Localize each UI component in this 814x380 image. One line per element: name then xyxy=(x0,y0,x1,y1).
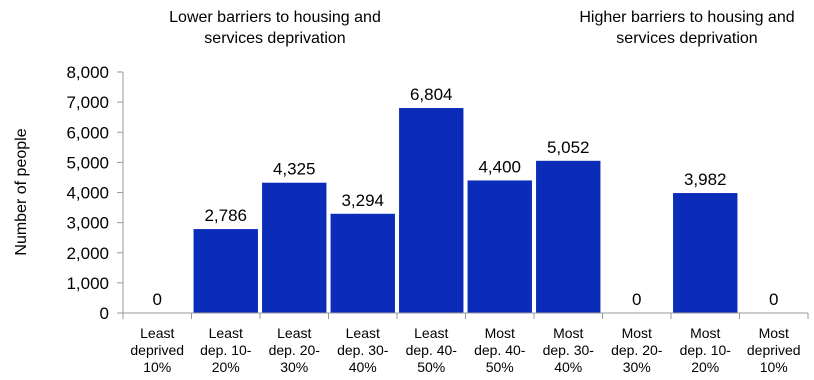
x-tick-label: Least dep. 20-30% xyxy=(269,325,321,375)
data-label: 4,325 xyxy=(273,160,316,179)
data-label: 3,982 xyxy=(684,170,727,189)
bar xyxy=(330,213,395,313)
annotation-group: Lower barriers to housing and services de… xyxy=(169,9,794,47)
bar-series xyxy=(193,108,738,313)
data-label: 0 xyxy=(153,290,162,309)
y-axis: 0 1,000 2,000 3,000 4,000 5,000 6,000 7,000 8,00… xyxy=(66,63,124,323)
bar xyxy=(467,180,532,313)
x-tick-label: Most deprived 10% xyxy=(747,325,801,375)
y-tick-label: 8,000 xyxy=(66,63,109,82)
x-tick-label: Least deprived 10% xyxy=(130,325,184,375)
y-tick-label: 7,000 xyxy=(66,93,109,112)
data-label: 4,400 xyxy=(478,157,521,176)
bar xyxy=(193,229,258,313)
x-axis: Least deprived 10% Least dep. 10-20% Least dep… xyxy=(122,312,809,375)
y-tick-label: 1,000 xyxy=(66,274,109,293)
y-axis-title: Number of people xyxy=(13,128,30,255)
y-tick-label: 6,000 xyxy=(66,123,109,142)
y-tick-label: 5,000 xyxy=(66,153,109,172)
y-tick-label: 4,000 xyxy=(66,184,109,203)
y-tick-label: 3,000 xyxy=(66,214,109,233)
data-label: 6,804 xyxy=(410,85,453,104)
data-label: 3,294 xyxy=(341,191,384,210)
data-label: 5,052 xyxy=(547,138,590,157)
left-annotation: Lower barriers to housing and services de… xyxy=(169,9,381,47)
bar xyxy=(262,182,327,313)
x-tick-label: Least dep. 40-50% xyxy=(406,325,458,375)
data-label: 0 xyxy=(632,290,641,309)
bar xyxy=(399,108,464,313)
data-label-group: 0 2,786 4,325 3,294 6,804 4,400 5,052 0 3,982 0 xyxy=(153,85,779,309)
x-tick-label: Most dep. 30-40% xyxy=(543,325,595,375)
y-tick-label: 0 xyxy=(100,304,109,323)
x-tick-label: Most dep. 40-50% xyxy=(474,325,526,375)
bar xyxy=(536,160,601,313)
x-tick-label: Most dep. 20-30% xyxy=(611,325,663,375)
x-tick-label: Least dep. 30-40% xyxy=(337,325,389,375)
right-annotation: Higher barriers to housing and services d… xyxy=(579,9,794,47)
data-label: 0 xyxy=(769,290,778,309)
y-tick-label: 2,000 xyxy=(66,244,109,263)
x-tick-label: Most dep. 10-20% xyxy=(680,325,732,375)
x-tick-label: Least dep. 10-20% xyxy=(200,325,252,375)
data-label: 2,786 xyxy=(204,206,247,225)
bar xyxy=(673,193,738,313)
